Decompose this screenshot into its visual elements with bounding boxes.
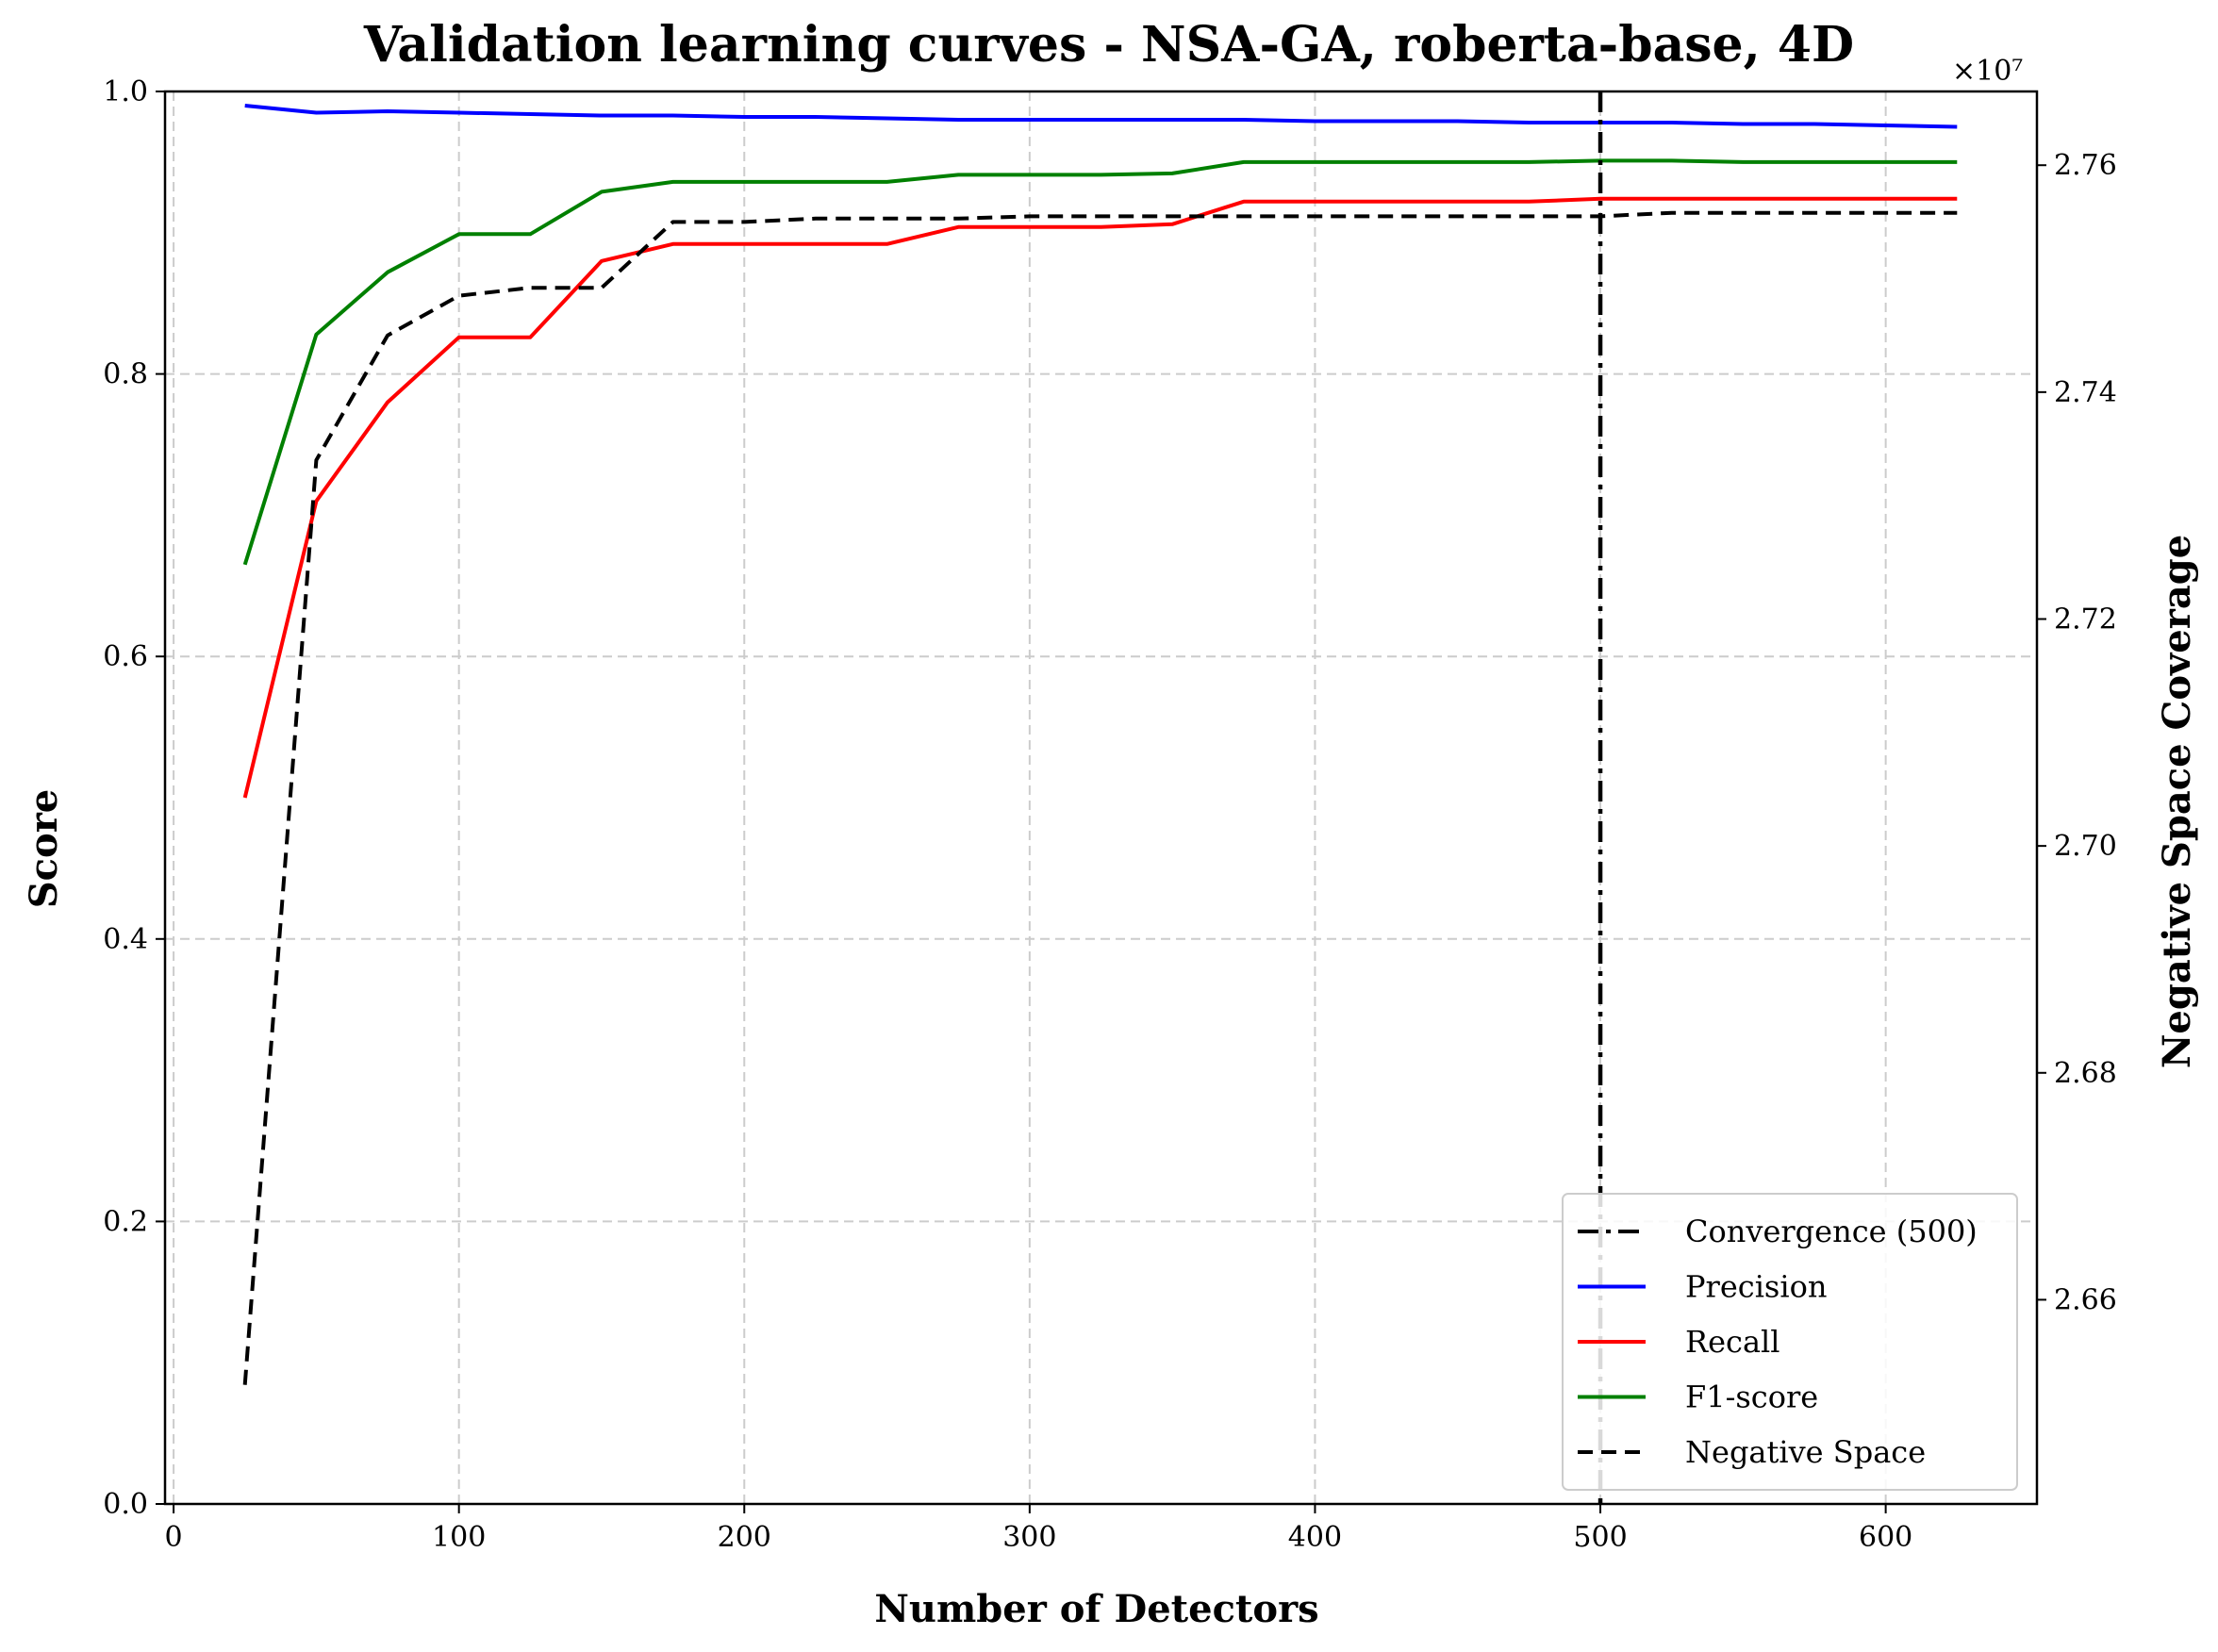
y-tick-label: 0.0	[103, 1488, 148, 1521]
x-tick-label: 0	[165, 1521, 183, 1554]
axes-frame	[163, 90, 2039, 1506]
y2-tick-label: 2.70	[2054, 830, 2117, 863]
x-tick-label: 300	[1002, 1521, 1056, 1554]
series-line-precision	[244, 104, 1958, 129]
y-tick-label: 1.0	[103, 75, 148, 108]
y-axis-label: Score	[22, 789, 66, 908]
y2-tick-label: 2.76	[2054, 149, 2117, 182]
y2-tick-label: 2.66	[2054, 1283, 2117, 1316]
series-line-recall	[242, 196, 1958, 799]
legend-label: Convergence (500)	[1685, 1214, 1978, 1249]
x-tick-label: 100	[432, 1521, 486, 1554]
legend-box	[1562, 1193, 2018, 1491]
x-tick-label: 600	[1859, 1521, 1912, 1554]
legend: Convergence (500) Precision Recall F1-score…	[1562, 1193, 2018, 1491]
y2-tick-label: 2.68	[2054, 1057, 2117, 1090]
y2-axis-label: Negative Space Coverage	[2155, 535, 2199, 1068]
x-tick-label: 400	[1288, 1521, 1342, 1554]
y-tick-label: 0.8	[103, 358, 148, 391]
legend-label: Recall	[1685, 1324, 1780, 1360]
legend-label: F1-score	[1685, 1379, 1818, 1415]
y2-tick-label: 2.72	[2054, 603, 2117, 636]
y2-axis-multiplier: ×10⁷	[1952, 55, 2023, 88]
axis-ticks: 0 100 200 300 400 500 600 0.0 0.2 0.4 0.6 0.8 1.0 2.6…	[103, 75, 2117, 1554]
y-tick-label: 0.2	[103, 1205, 148, 1238]
x-tick-label: 500	[1573, 1521, 1627, 1554]
series-line-negative-space	[242, 210, 1958, 1385]
y-tick-label: 0.4	[103, 923, 148, 956]
legend-label: Negative Space	[1685, 1434, 1926, 1470]
y-tick-label: 0.6	[103, 640, 148, 673]
legend-label: Precision	[1685, 1269, 1827, 1305]
x-axis-label: Number of Detectors	[874, 1587, 1318, 1631]
y2-tick-label: 2.74	[2054, 376, 2117, 409]
series-line-f1-score	[242, 158, 1958, 566]
grid-lines	[165, 91, 2037, 1504]
x-tick-label: 200	[718, 1521, 771, 1554]
chart-title: Validation learning curves - NSA-GA, rob…	[363, 16, 1854, 74]
